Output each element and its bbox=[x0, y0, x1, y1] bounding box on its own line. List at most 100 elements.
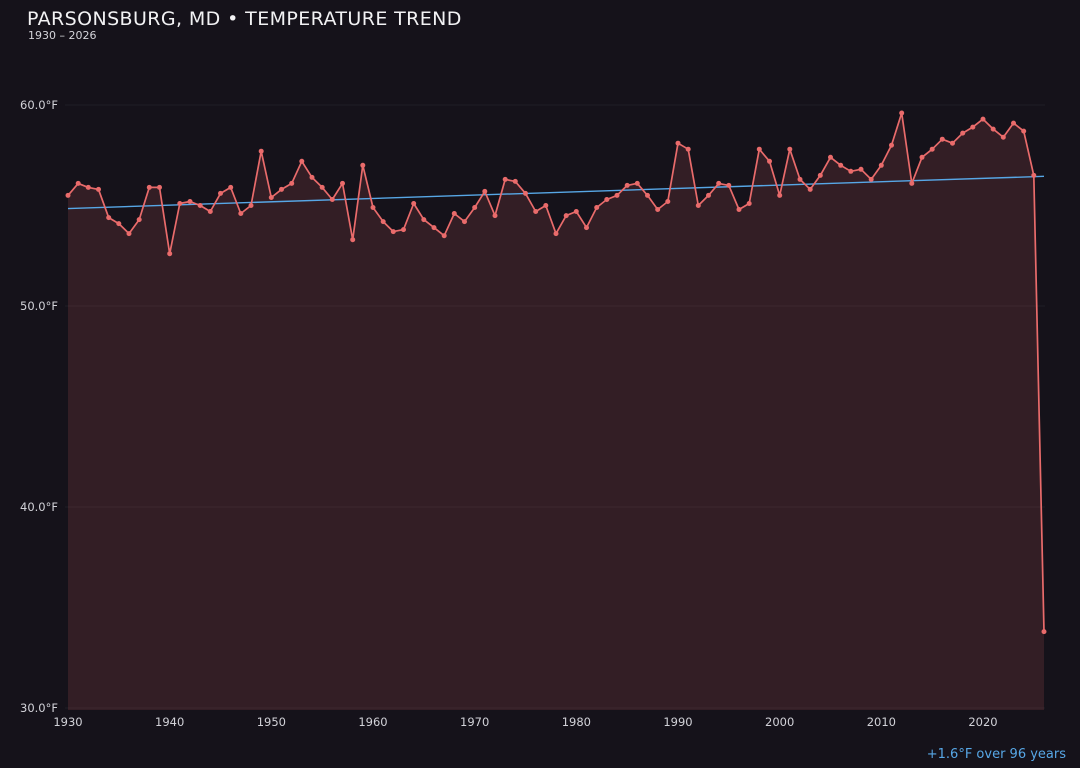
data-point bbox=[75, 180, 81, 186]
data-point bbox=[563, 213, 569, 219]
data-point bbox=[706, 192, 711, 198]
data-point bbox=[502, 176, 508, 182]
x-tick-label: 1930 bbox=[53, 715, 82, 729]
data-point bbox=[878, 162, 884, 168]
area-fill bbox=[68, 113, 1044, 710]
y-tick-label: 60.0°F bbox=[20, 98, 58, 112]
data-point bbox=[340, 180, 345, 186]
data-point bbox=[157, 184, 162, 190]
x-tick-label: 2000 bbox=[765, 715, 794, 729]
x-tick-label: 1940 bbox=[155, 715, 184, 729]
data-point bbox=[482, 188, 488, 194]
data-point bbox=[85, 184, 91, 190]
data-point bbox=[868, 176, 874, 182]
data-point bbox=[401, 227, 406, 233]
data-point bbox=[919, 154, 925, 160]
data-point bbox=[258, 148, 264, 154]
x-tick-label: 1990 bbox=[663, 715, 692, 729]
data-point bbox=[665, 199, 671, 204]
data-point bbox=[248, 203, 254, 208]
data-point bbox=[228, 184, 234, 190]
data-point bbox=[614, 192, 620, 198]
data-point bbox=[309, 174, 315, 180]
x-tick-label: 2010 bbox=[867, 715, 896, 729]
data-point bbox=[645, 192, 650, 198]
data-point bbox=[390, 229, 396, 235]
data-point bbox=[573, 209, 579, 214]
data-point bbox=[421, 217, 427, 223]
chart-title: PARSONSBURG, MD • TEMPERATURE TREND bbox=[27, 8, 462, 30]
data-point bbox=[65, 192, 71, 198]
data-point bbox=[472, 205, 478, 210]
data-point bbox=[685, 146, 691, 152]
data-point bbox=[523, 190, 528, 196]
data-point bbox=[462, 219, 467, 225]
data-point bbox=[146, 184, 152, 190]
data-point bbox=[960, 130, 966, 136]
data-point bbox=[512, 178, 518, 184]
data-point bbox=[655, 207, 661, 212]
data-point bbox=[889, 142, 894, 148]
data-point bbox=[380, 219, 386, 225]
data-point bbox=[939, 136, 945, 142]
data-point bbox=[736, 207, 742, 212]
data-point bbox=[817, 172, 823, 178]
x-tick-label: 1950 bbox=[257, 715, 286, 729]
data-point bbox=[299, 158, 305, 164]
data-point bbox=[584, 225, 589, 231]
data-point bbox=[218, 190, 223, 196]
data-point bbox=[197, 203, 203, 208]
trend-line bbox=[67, 175, 1045, 210]
data-point bbox=[126, 231, 132, 237]
data-point bbox=[533, 209, 539, 214]
data-point bbox=[634, 180, 640, 186]
data-point bbox=[360, 162, 366, 168]
data-point bbox=[451, 211, 457, 216]
data-point bbox=[950, 140, 955, 146]
data-point bbox=[106, 215, 112, 221]
data-point bbox=[858, 166, 864, 172]
data-point bbox=[1031, 172, 1037, 178]
data-point bbox=[207, 209, 213, 214]
data-point bbox=[624, 182, 630, 188]
data-point bbox=[970, 124, 976, 130]
data-point bbox=[726, 182, 732, 188]
data-point bbox=[289, 180, 295, 186]
data-point bbox=[787, 146, 793, 152]
data-point bbox=[828, 154, 833, 160]
data-point bbox=[431, 225, 437, 231]
data-point bbox=[319, 184, 325, 190]
data-point bbox=[238, 211, 244, 216]
data-point bbox=[411, 201, 417, 206]
data-point bbox=[350, 237, 356, 243]
data-point bbox=[177, 201, 183, 206]
data-point bbox=[268, 195, 274, 200]
data-point bbox=[756, 146, 762, 152]
data-point bbox=[695, 203, 701, 208]
data-point bbox=[594, 205, 600, 210]
data-point bbox=[370, 205, 376, 210]
chart-subtitle: 1930 – 2026 bbox=[28, 29, 97, 42]
data-point bbox=[136, 217, 142, 223]
data-point bbox=[279, 186, 284, 192]
data-point bbox=[807, 186, 813, 192]
data-point bbox=[767, 158, 772, 164]
data-point bbox=[1021, 128, 1027, 134]
data-point bbox=[675, 140, 681, 146]
data-point bbox=[604, 197, 610, 202]
data-point bbox=[167, 251, 173, 257]
y-tick-label: 50.0°F bbox=[20, 299, 58, 313]
data-point bbox=[543, 203, 549, 208]
data-point bbox=[96, 186, 101, 192]
y-tick-label: 40.0°F bbox=[20, 500, 58, 514]
data-point bbox=[1000, 134, 1006, 140]
data-point bbox=[553, 231, 559, 237]
data-point bbox=[838, 162, 844, 168]
y-tick-label: 30.0°F bbox=[20, 701, 58, 715]
x-tick-label: 2020 bbox=[968, 715, 997, 729]
data-point bbox=[980, 116, 986, 122]
data-point bbox=[746, 201, 752, 206]
data-point bbox=[899, 110, 905, 116]
